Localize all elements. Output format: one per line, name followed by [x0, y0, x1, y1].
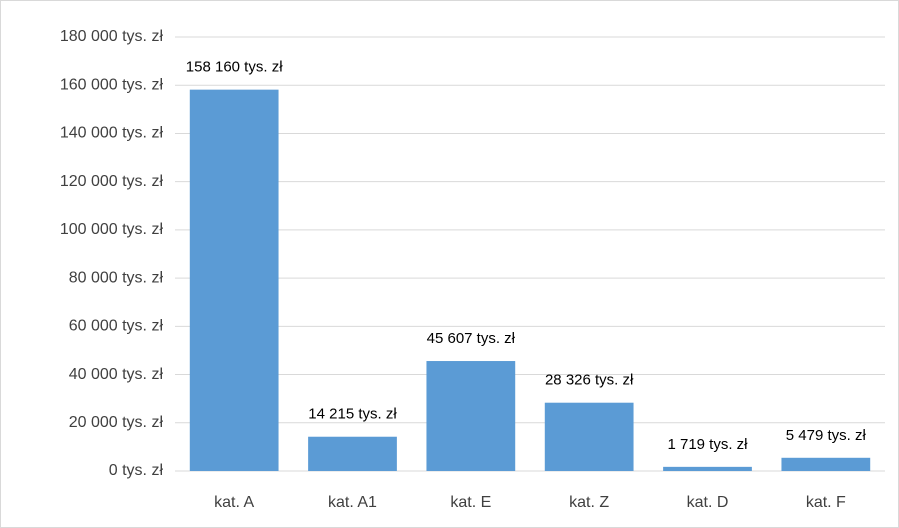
data-label: 1 719 tys. zł: [667, 436, 748, 453]
y-tick-label: 100 000 tys. zł: [60, 221, 164, 238]
data-label: 14 215 tys. zł: [308, 406, 397, 423]
y-tick-label: 80 000 tys. zł: [69, 269, 164, 286]
x-tick-label: kat. A: [214, 494, 254, 511]
bar: [781, 457, 871, 471]
bar: [544, 402, 634, 471]
data-label: 5 479 tys. zł: [786, 427, 867, 444]
y-tick-label: 120 000 tys. zł: [60, 173, 164, 190]
y-tick-label: 180 000 tys. zł: [60, 28, 164, 45]
data-label: 158 160 tys. zł: [186, 59, 283, 76]
data-label: 28 326 tys. zł: [545, 372, 634, 389]
y-tick-label: 20 000 tys. zł: [69, 414, 164, 431]
x-tick-label: kat. E: [450, 494, 491, 511]
x-tick-label: kat. D: [687, 494, 729, 511]
x-tick-label: kat. F: [806, 494, 846, 511]
bar: [189, 89, 279, 472]
y-tick-label: 40 000 tys. zł: [69, 366, 164, 383]
y-tick-label: 60 000 tys. zł: [69, 318, 164, 335]
data-label: 45 607 tys. zł: [427, 330, 516, 347]
bar: [308, 436, 397, 471]
x-tick-label: kat. A1: [328, 494, 377, 511]
y-tick-label: 140 000 tys. zł: [60, 125, 164, 142]
y-tick-label: 0 tys. zł: [109, 462, 164, 479]
bar: [663, 466, 752, 471]
bar: [426, 361, 516, 471]
y-tick-label: 160 000 tys. zł: [60, 76, 164, 93]
x-tick-label: kat. Z: [569, 494, 609, 511]
